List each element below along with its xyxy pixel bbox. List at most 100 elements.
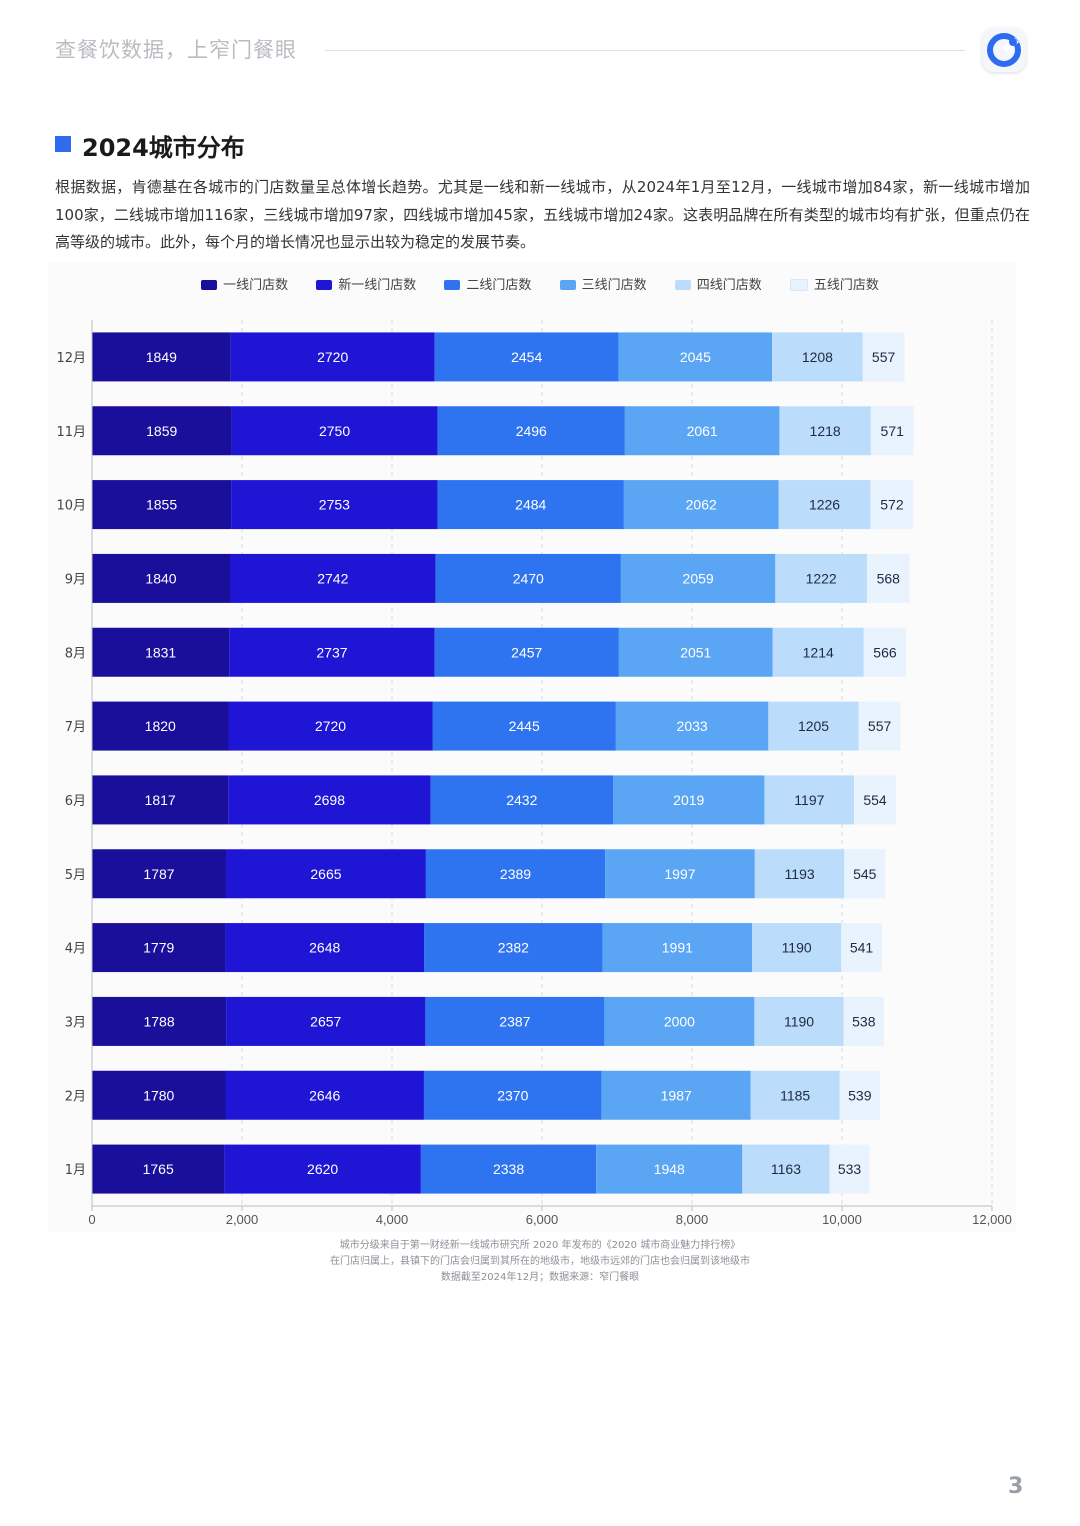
- data-label: 1849: [146, 349, 177, 365]
- category-label: 8月: [65, 646, 86, 661]
- x-tick-label: 0: [88, 1212, 95, 1227]
- legend-item[interactable]: 五线门店数: [789, 274, 879, 293]
- data-label: 1214: [803, 644, 834, 660]
- data-label: 1163: [771, 1161, 801, 1177]
- data-label: 2646: [309, 1087, 340, 1103]
- bar-segment: [229, 627, 435, 677]
- category-label: 12月: [56, 351, 86, 366]
- bar-segment: [434, 332, 619, 382]
- bar-segment: [228, 701, 433, 751]
- bar-segment: [844, 849, 886, 899]
- data-label: 566: [873, 644, 897, 660]
- legend-swatch: [674, 279, 691, 290]
- bar-segment: [605, 849, 755, 899]
- data-label: 2698: [314, 792, 345, 808]
- data-label: 2059: [683, 570, 714, 586]
- data-label: 1190: [782, 940, 812, 956]
- data-label: 1197: [794, 792, 824, 808]
- bar-segment: [772, 627, 864, 677]
- data-label: 2061: [687, 423, 718, 439]
- bar-segment: [430, 775, 614, 825]
- chart-note: 在门店归属上，县镇下的门店会归属到其所在的地级市，地级市远郊的门店也会归属到该地…: [330, 1256, 750, 1267]
- bar-segment: [437, 480, 624, 530]
- data-label: 1226: [809, 497, 840, 513]
- section-title: 2024城市分布: [82, 134, 245, 162]
- legend-swatch: [444, 279, 461, 290]
- data-label: 1840: [145, 570, 176, 586]
- data-label: 572: [880, 497, 904, 513]
- x-tick-label: 8,000: [676, 1212, 709, 1227]
- data-label: 1779: [143, 940, 174, 956]
- legend-label: 三线门店数: [581, 278, 647, 293]
- data-label: 2484: [515, 497, 546, 513]
- bar-segment: [92, 332, 231, 382]
- chart-note: 城市分级来自于第一财经新一线城市研究所 2020 年发布的《2020 城市商业魅…: [339, 1240, 741, 1251]
- bar-segment: [772, 332, 863, 382]
- legend-item[interactable]: 新一线门店数: [316, 274, 416, 293]
- bar-segment: [92, 1144, 225, 1194]
- chart-legend: 一线门店数 新一线门店数 二线门店数 三线门店数 四线门店数 五线门店数: [0, 274, 1080, 293]
- category-label: 4月: [65, 942, 86, 957]
- bar-segment: [618, 332, 773, 382]
- bar-segment: [92, 849, 227, 899]
- bar-segment: [750, 1070, 840, 1120]
- bar-segment: [224, 1144, 421, 1194]
- legend-item[interactable]: 一线门店数: [201, 274, 288, 293]
- bar-segment: [862, 332, 905, 382]
- legend-swatch: [201, 279, 218, 290]
- data-label: 568: [877, 570, 901, 586]
- bar-segment: [226, 849, 426, 899]
- bar-segment: [624, 406, 780, 456]
- bar-segment: [92, 553, 230, 603]
- category-label: 9月: [65, 572, 86, 587]
- data-label: 1817: [145, 792, 176, 808]
- bar-segment: [601, 1070, 751, 1120]
- data-label: 554: [863, 792, 887, 808]
- bar-segment: [226, 996, 426, 1046]
- data-label: 2370: [497, 1087, 528, 1103]
- chart-note: 数据截至2024年12月；数据来源：窄门餐眼: [440, 1272, 640, 1283]
- category-label: 5月: [65, 868, 86, 883]
- legend-label: 一线门店数: [223, 278, 289, 293]
- header-slogan: 查餐饮数据，上窄门餐眼: [55, 38, 297, 62]
- legend-item[interactable]: 三线门店数: [559, 274, 647, 293]
- bar-segment: [841, 923, 882, 973]
- data-label: 1997: [664, 866, 695, 882]
- data-label: 2454: [511, 349, 542, 365]
- legend-label: 新一线门店数: [338, 278, 417, 293]
- bar-segment: [231, 406, 438, 456]
- legend-item[interactable]: 二线门店数: [444, 274, 531, 293]
- data-label: 2750: [319, 423, 350, 439]
- bar-segment: [854, 775, 896, 825]
- data-label: 1205: [798, 718, 829, 734]
- bar-segment: [829, 1144, 870, 1194]
- data-label: 1859: [146, 423, 177, 439]
- bar-segment: [92, 1070, 226, 1120]
- data-label: 2389: [500, 866, 531, 882]
- bar-segment: [863, 627, 907, 677]
- data-label: 538: [852, 1013, 876, 1029]
- bar-segment: [437, 406, 625, 456]
- category-label: 6月: [65, 794, 86, 809]
- data-label: 2737: [316, 644, 347, 660]
- data-label: 2457: [511, 644, 542, 660]
- legend-item[interactable]: 四线门店数: [674, 274, 762, 293]
- bar-segment: [839, 1070, 881, 1120]
- data-label: 1185: [780, 1087, 810, 1103]
- bar-segment: [764, 775, 855, 825]
- bar-segment: [435, 553, 621, 603]
- data-label: 2753: [319, 497, 350, 513]
- bar-segment: [870, 480, 914, 530]
- data-label: 1780: [143, 1087, 174, 1103]
- legend-swatch: [316, 279, 333, 290]
- data-label: 2338: [493, 1161, 524, 1177]
- data-label: 541: [850, 940, 874, 956]
- category-label: 3月: [65, 1015, 86, 1030]
- legend-label: 四线门店数: [696, 278, 762, 293]
- bar-segment: [420, 1144, 597, 1194]
- bar-segment: [596, 1144, 743, 1194]
- bar-segment: [870, 406, 914, 456]
- data-label: 2620: [307, 1161, 338, 1177]
- data-label: 2432: [506, 792, 537, 808]
- brand-logo-icon[interactable]: [982, 28, 1026, 72]
